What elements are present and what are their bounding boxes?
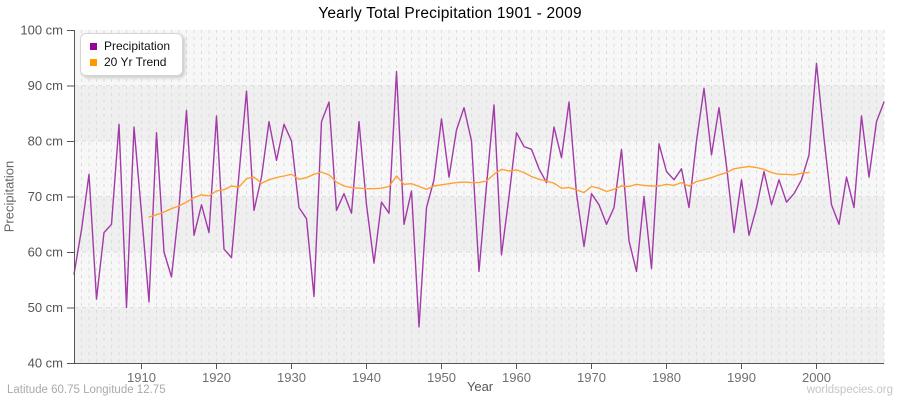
x-tick-label: 1970 <box>577 370 606 385</box>
legend-label-trend: 20 Yr Trend <box>104 55 167 69</box>
precipitation-series-swatch-icon <box>90 43 97 50</box>
legend-item-precipitation: Precipitation <box>90 40 170 53</box>
trend-series-swatch-icon <box>90 59 97 66</box>
x-tick-label: 1910 <box>127 370 156 385</box>
y-tick-label: 70 cm <box>28 189 63 204</box>
y-tick-label: 60 cm <box>28 245 63 260</box>
y-tick-label: 40 cm <box>28 356 63 371</box>
plot-band <box>74 196 884 252</box>
x-axis-title: Year <box>466 379 494 394</box>
x-tick-label: 1940 <box>352 370 381 385</box>
chart-title: Yearly Total Precipitation 1901 - 2009 <box>318 5 582 22</box>
coordinates-caption: Latitude 60.75 Longitude 12.75 <box>7 384 166 396</box>
x-tick-label: 1960 <box>502 370 531 385</box>
x-tick-label: 1980 <box>652 370 681 385</box>
x-tick-label: 1990 <box>727 370 756 385</box>
legend-label-precipitation: Precipitation <box>104 39 171 53</box>
precipitation-line <box>73 62 885 328</box>
trend-line <box>148 165 810 218</box>
x-tick-label: 2000 <box>802 370 831 385</box>
watermark: worldspecies.org <box>806 384 893 396</box>
x-tick-label: 1950 <box>427 370 456 385</box>
y-tick-label: 50 cm <box>28 300 63 315</box>
x-tick-label: 1920 <box>202 370 231 385</box>
legend-item-trend: 20 Yr Trend <box>90 56 170 69</box>
x-tick-label: 1930 <box>277 370 306 385</box>
y-tick-label: 90 cm <box>28 78 63 93</box>
y-axis-title: Precipitation <box>1 160 17 233</box>
y-tick-label: 80 cm <box>28 134 63 149</box>
chart-legend: Precipitation 20 Yr Trend <box>80 33 184 76</box>
y-tick-label: 100 cm <box>20 23 63 38</box>
